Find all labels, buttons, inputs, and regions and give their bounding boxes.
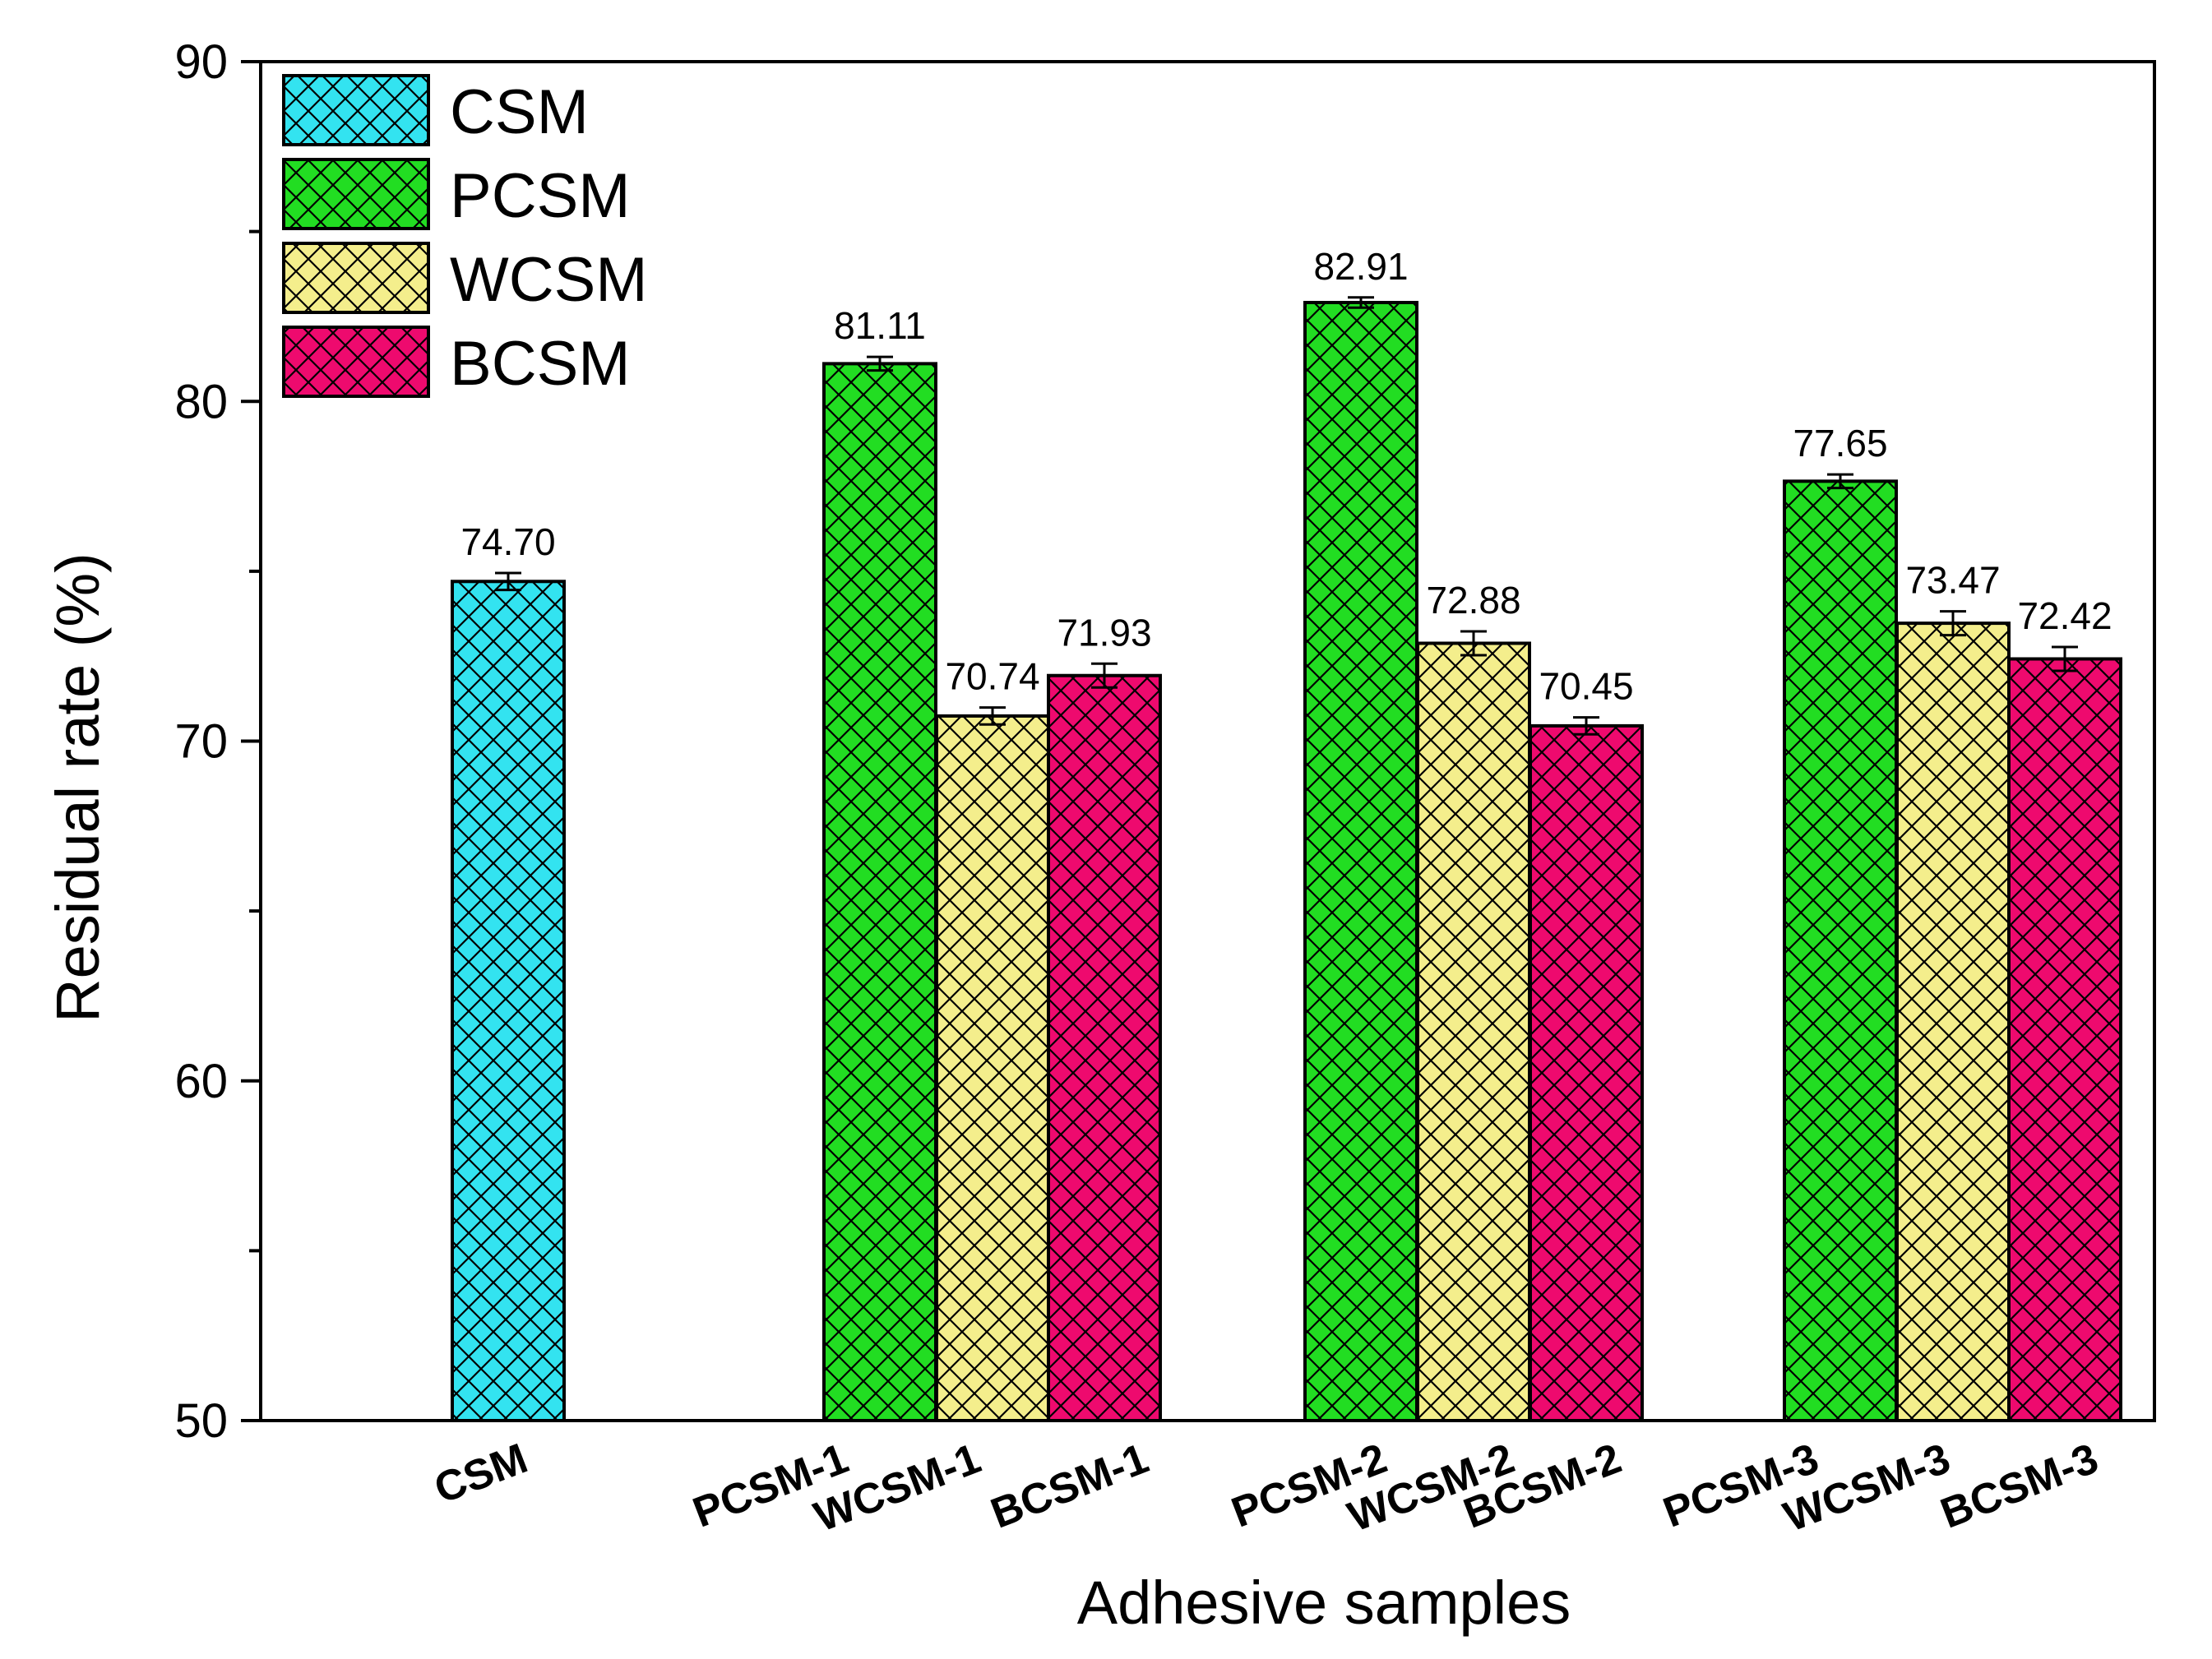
bar-hatch-wcsm-3	[1895, 622, 2011, 1422]
bar-hatch-pcsm-2	[1303, 300, 1418, 1422]
legend-swatch-hatch	[282, 74, 430, 146]
data-label-pcsm-3: 77.65	[1793, 422, 1887, 464]
bar-group-bcsm-3	[2007, 645, 2122, 1422]
x-axis-title: Adhesive samples	[1077, 1569, 1571, 1637]
bar-hatch-wcsm-1	[935, 714, 1050, 1422]
bar-group-wcsm-2	[1416, 630, 1531, 1422]
legend-item-csm: CSM	[282, 74, 589, 147]
legend-item-wcsm: WCSM	[282, 242, 648, 315]
data-label-wcsm-1: 70.74	[945, 655, 1039, 698]
data-label-wcsm-3: 73.47	[1905, 559, 2000, 602]
legend-item-bcsm: BCSM	[282, 326, 631, 399]
y-axis-title: Residual rate (%)	[44, 552, 112, 1023]
bar-group-csm	[451, 571, 566, 1422]
legend-label-pcsm: PCSM	[450, 161, 631, 231]
bar-hatch-pcsm-1	[822, 362, 937, 1422]
data-label-bcsm-3: 72.42	[2017, 594, 2112, 637]
legend-item-pcsm: PCSM	[282, 158, 631, 231]
y-tick-label: 90	[174, 35, 228, 89]
legend-swatch-hatch	[282, 242, 430, 314]
bar-hatch-pcsm-3	[1783, 479, 1898, 1422]
legend-swatch-hatch	[282, 158, 430, 230]
bar-group-bcsm-2	[1529, 716, 1644, 1422]
x-tick-label-csm: CSM	[428, 1435, 534, 1513]
legend-label-wcsm: WCSM	[450, 245, 648, 315]
x-tick-label-bcsm-3: BCSM-3	[1934, 1435, 2104, 1538]
bar-group-bcsm-1	[1047, 662, 1162, 1422]
data-label-bcsm-1: 71.93	[1057, 611, 1151, 654]
y-tick-label: 80	[174, 375, 228, 428]
bar-hatch-csm	[451, 580, 566, 1422]
bar-hatch-bcsm-1	[1047, 673, 1162, 1422]
bar-group-pcsm-3	[1783, 473, 1898, 1422]
data-label-pcsm-2: 82.91	[1313, 245, 1408, 288]
bar-group-pcsm-1	[822, 355, 937, 1422]
x-tick-label-bcsm-1: BCSM-1	[984, 1435, 1155, 1538]
bar-group-wcsm-3	[1895, 610, 2011, 1422]
legend-label-bcsm: BCSM	[450, 329, 631, 399]
data-label-csm: 74.70	[460, 520, 555, 563]
bar-group-pcsm-2	[1303, 296, 1418, 1422]
y-tick-label: 60	[174, 1055, 228, 1108]
bar-hatch-wcsm-2	[1416, 641, 1531, 1422]
data-label-pcsm-1: 81.11	[834, 304, 926, 347]
bar-group-wcsm-1	[935, 706, 1050, 1422]
data-label-wcsm-2: 72.88	[1426, 579, 1520, 622]
y-tick-label: 50	[174, 1394, 228, 1448]
legend-swatch-hatch	[282, 326, 430, 398]
bar-hatch-bcsm-2	[1529, 723, 1644, 1422]
legend-label-csm: CSM	[450, 77, 589, 147]
data-label-bcsm-2: 70.45	[1539, 665, 1633, 708]
bar-hatch-bcsm-3	[2007, 657, 2122, 1422]
y-tick-label: 70	[174, 715, 228, 769]
